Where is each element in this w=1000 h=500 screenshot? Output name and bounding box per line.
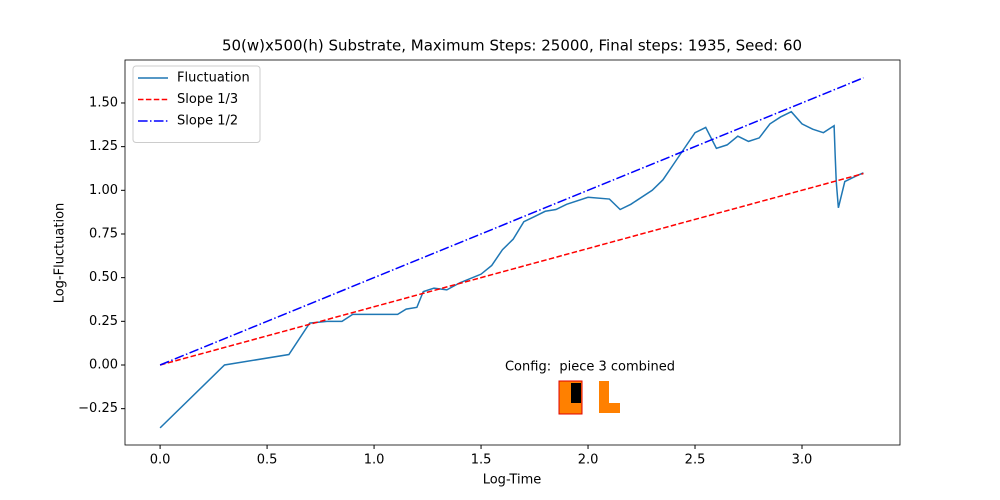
y-tick-label: 1.25 [89, 139, 118, 154]
piece-icons [558, 380, 620, 415]
y-tick-label: 0.75 [89, 226, 118, 241]
x-tick-label: 0.0 [150, 453, 171, 468]
y-tick-label: 0.25 [89, 314, 118, 329]
y-tick-label: 1.50 [89, 95, 118, 110]
piece-icon-hole [571, 383, 581, 403]
x-tick-label: 2.0 [578, 453, 599, 468]
data-line [159, 77, 864, 366]
legend-box [132, 65, 261, 143]
x-tick-label: 1.0 [364, 453, 385, 468]
chart-title: 50(w)x500(h) Substrate, Maximum Steps: 2… [222, 37, 802, 55]
y-tick-label: −0.25 [78, 401, 118, 416]
y-axis-label: Log-Fluctuation [53, 203, 68, 304]
piece-icon [599, 381, 609, 413]
legend-label: Fluctuation [177, 71, 250, 86]
x-axis-label: Log-Time [483, 473, 542, 488]
x-tick-label: 3.0 [792, 453, 813, 468]
annotation: Config: piece 3 combined [505, 360, 675, 375]
legend-label: Slope 1/3 [177, 92, 238, 107]
piece-icon [599, 403, 620, 413]
y-tick-label: 0.50 [89, 270, 118, 285]
y-tick-label: 0.00 [89, 357, 118, 372]
x-tick-label: 2.5 [685, 453, 706, 468]
y-tick-label: 1.00 [89, 183, 118, 198]
x-tick-label: 1.5 [471, 453, 492, 468]
data-line [159, 172, 864, 366]
plot-frame [124, 59, 901, 446]
x-tick-label: 0.5 [257, 453, 278, 468]
legend-label: Slope 1/2 [177, 114, 238, 129]
data-line [159, 110, 864, 429]
